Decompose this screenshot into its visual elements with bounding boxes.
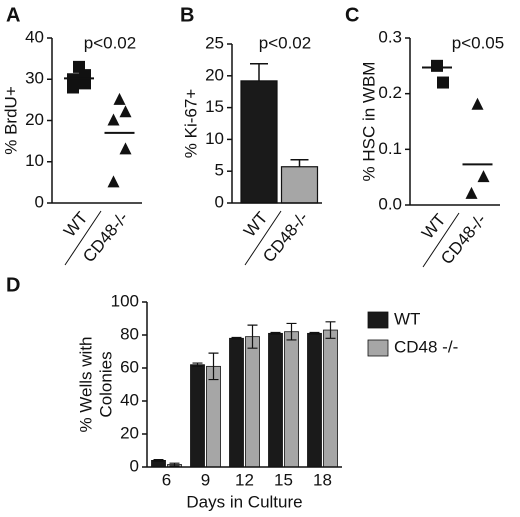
error-bar [270,331,281,335]
error-bar [250,62,268,81]
y-tick-label: 40 [25,27,44,46]
y-tick-label: 5 [215,161,224,180]
bar [240,80,278,204]
y-tick-label: 0 [215,192,224,211]
x-tick-label: 6 [162,470,171,489]
error-bar [247,324,258,349]
legend-label: CD48 -/- [394,337,458,356]
y-tick-label: 0.0 [378,194,402,213]
bar [284,331,299,468]
bar [280,166,319,204]
error-bar [325,321,336,339]
bar [190,364,205,468]
bar [268,332,283,468]
y-tick-label: 0.1 [378,139,402,158]
panel-label: C [345,4,359,26]
x-tick-label: 15 [274,470,293,489]
x-tick-label: 9 [201,470,210,489]
error-bar [290,159,309,167]
point [437,76,449,89]
bar [229,337,244,468]
annotation: p<0.05 [452,33,504,52]
y-tick-label: 0.2 [378,83,402,102]
y-axis-label: % HSC in WBM [359,62,378,182]
y-tick-label: 20 [120,423,139,442]
x-tick-label: 18 [313,470,332,489]
error-bar [192,362,203,367]
point [119,105,132,118]
x-tick-label: 12 [235,470,254,489]
bar [307,332,322,468]
error-bar [208,352,219,381]
panel-label: D [6,274,20,296]
y-tick-label: 0 [130,456,139,475]
divider [64,210,102,266]
bar [323,329,338,468]
y-tick-label: 25 [205,33,224,52]
error-bar [231,336,242,340]
y-tick-label: 40 [120,390,139,409]
point [119,142,132,155]
y-axis-label: Colonies [96,351,115,417]
annotation: p<0.02 [84,33,136,52]
point [465,186,478,199]
x-tick-label: WT [240,208,272,240]
y-axis-label: % Ki-67+ [181,89,200,159]
legend-swatch [367,339,389,357]
point [107,113,120,126]
y-tick-label: 15 [205,97,224,116]
bar [245,336,260,468]
y-tick-label: 100 [111,291,139,310]
y-tick-label: 80 [120,324,139,343]
error-bar [309,331,320,335]
legend-swatch [367,311,389,329]
x-tick-label: WT [418,210,450,242]
y-tick-label: 20 [25,110,44,129]
y-tick-label: 10 [205,129,224,148]
point [113,92,126,105]
y-tick-label: 60 [120,357,139,376]
error-bar [153,458,164,462]
panel-label: A [6,4,20,26]
divider [422,212,460,268]
point [431,59,443,72]
y-tick-label: 0.3 [378,27,402,46]
point [477,170,490,183]
legend-label: WT [394,309,420,328]
x-tick-label: WT [60,208,92,240]
point [79,77,91,90]
divider [244,210,282,266]
panel-label: B [180,4,194,26]
bar [206,365,221,468]
y-tick-label: 0 [35,192,44,211]
y-tick-label: 20 [205,65,224,84]
y-tick-label: 10 [25,151,44,170]
error-bar [169,462,180,467]
point [107,175,120,188]
point [471,97,484,110]
annotation: p<0.02 [259,33,311,52]
x-axis-label: Days in Culture [186,492,302,511]
error-bar [286,322,297,341]
y-axis-label: % BrdU+ [1,86,20,155]
point [67,81,79,94]
y-tick-label: 30 [25,69,44,88]
y-axis-label: % Wells with [76,336,95,432]
